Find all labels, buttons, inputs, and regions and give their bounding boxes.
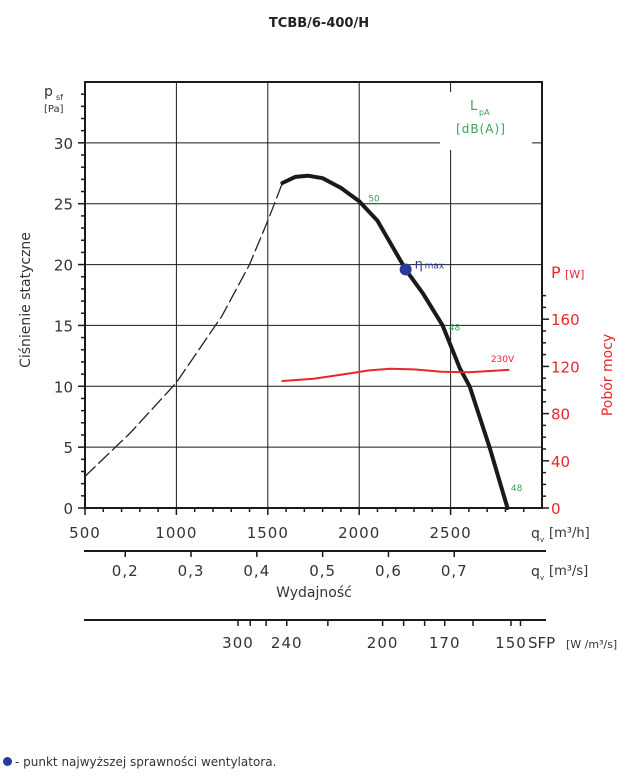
x2-tick-label: 0,2 [112,562,139,580]
x2-tick-label: 0,3 [178,562,205,580]
y-symbol-sub: sf [56,93,63,102]
x-unit-primary: [m³/h] [549,526,590,541]
footer-legend: - punkt najwyższej sprawności wentylator… [3,755,276,769]
sfp-label: SFP [528,634,555,652]
x-symbol: q [531,526,540,542]
noise-label-background [440,92,532,150]
sfp-tick-label: 300 [222,634,254,652]
x2-tick-label: 0,5 [309,562,336,580]
sfp-tick-label: 150 [495,634,527,652]
x-axis-label: Wydajność [276,585,352,601]
y2-tick-label: 0 [551,500,561,518]
sfp-tick-label: 170 [429,634,461,652]
y-unit: [Pa] [44,104,64,115]
eta-max-symbol: η [415,257,423,272]
y-tick-label: 25 [54,196,73,214]
x-unit-secondary: [m³/s] [549,564,588,579]
y2-unit: [W] [565,268,584,281]
y-tick-label: 20 [54,257,73,275]
eta-max-label: max [425,261,445,271]
y-tick-label: 15 [54,317,73,335]
eta-max-bullet-icon [3,757,12,766]
annotation-label: 230V [491,355,515,365]
chart-title: TCBB/6-400/H [269,16,369,31]
annotation-label: 48 [449,323,461,333]
x-tick-label: 1000 [155,524,197,542]
y-tick-label: 10 [54,378,73,396]
x-symbol-sub: v [540,536,544,544]
x-tick-label: 2000 [338,524,380,542]
x2-symbol: q [531,564,540,580]
x-tick-label: 2500 [430,524,472,542]
y-axis-label: Ciśnienie statyczne [18,232,34,368]
series-pressure-unstable-line [84,182,284,478]
y2-tick-label: 80 [551,406,570,424]
eta-max-point [399,263,412,276]
sfp-tick-label: 240 [271,634,303,652]
x2-tick-label: 0,6 [375,562,402,580]
footer-text: - punkt najwyższej sprawności wentylator… [15,755,277,769]
x2-tick-label: 0,7 [441,562,468,580]
x-tick-label: 500 [69,524,101,542]
x2-tick-label: 0,4 [243,562,270,580]
noise-unit: [dB(A)] [456,122,506,136]
y-tick-label: 5 [63,439,73,457]
y2-tick-label: 120 [551,358,580,376]
y2-tick-label: 160 [551,311,580,329]
y2-axis-label: Pobór mocy [600,334,616,416]
noise-symbol-sub: pA [479,108,490,117]
sfp-unit: [W /m³/s] [566,638,617,651]
annotation-label: 48 [511,484,523,494]
x2-symbol-sub: v [540,574,544,582]
y2-tick-label: 40 [551,453,570,471]
series-pressure-line [280,173,510,510]
sfp-tick-label: 200 [367,634,399,652]
y2-symbol: P [551,263,561,282]
y-tick-label: 30 [54,135,73,153]
y-tick-label: 0 [63,500,73,518]
series-230v-line [281,367,510,382]
y-symbol: p [44,84,53,100]
annotation-label: 50 [368,194,380,204]
noise-symbol: L [470,99,478,114]
x-tick-label: 1500 [247,524,289,542]
